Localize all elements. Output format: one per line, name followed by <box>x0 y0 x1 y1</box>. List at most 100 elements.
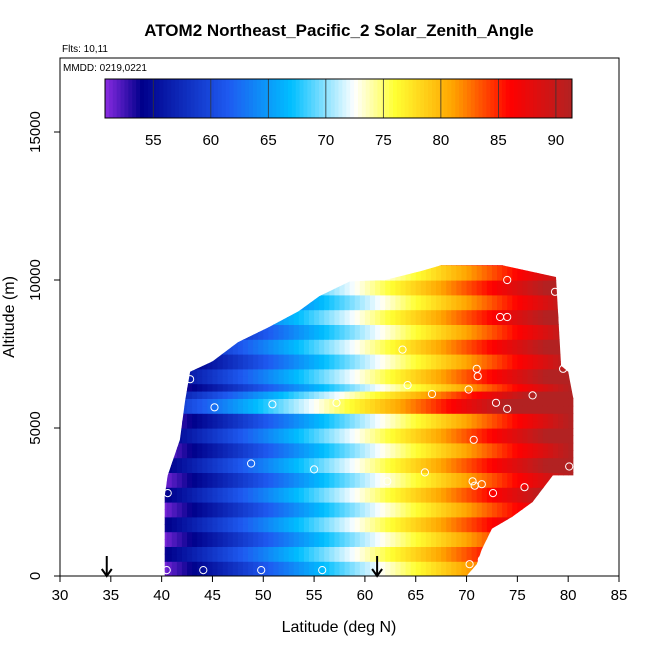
field-cell <box>164 309 168 318</box>
field-cell <box>436 309 442 318</box>
field-cell <box>278 265 285 266</box>
field-cell <box>446 339 452 348</box>
field-cell <box>420 405 427 414</box>
field-cell <box>415 339 422 348</box>
field-cell <box>405 302 412 311</box>
flight-point <box>528 391 537 400</box>
field-cell <box>253 383 259 392</box>
colorbar-segment <box>451 79 456 118</box>
field-cell <box>436 331 442 340</box>
field-cell <box>253 516 259 525</box>
field-cell <box>461 405 468 414</box>
colorbar-segment <box>198 79 203 118</box>
field-cell <box>339 479 346 488</box>
field-cell <box>420 509 427 518</box>
field-cell <box>192 280 198 288</box>
field-cell <box>298 324 305 333</box>
field-cell <box>425 479 432 488</box>
field-cell <box>563 391 569 399</box>
field-cell <box>563 309 569 318</box>
field-cell <box>491 376 498 385</box>
field-cell <box>237 302 244 311</box>
field-cell <box>222 294 229 303</box>
field-cell <box>517 391 524 399</box>
field-cell <box>451 361 457 370</box>
field-cell <box>171 516 178 525</box>
field-cell <box>491 479 498 488</box>
field-cell <box>344 502 351 510</box>
colorbar-segment <box>256 79 262 118</box>
field-cell <box>293 531 300 540</box>
field-cell <box>481 383 488 392</box>
x-tick-label: 70 <box>458 587 475 604</box>
field-cell <box>324 398 330 407</box>
field-cell <box>232 280 239 288</box>
field-cell <box>359 317 366 325</box>
field-cell <box>512 553 518 562</box>
field-cell <box>166 287 173 296</box>
field-cell <box>471 420 478 429</box>
field-cell <box>222 405 229 414</box>
field-cell <box>197 561 203 570</box>
field-cell <box>298 302 305 311</box>
field-cell <box>532 413 539 422</box>
flight-point <box>464 385 473 394</box>
field-cell <box>273 428 280 436</box>
colorbar-segment <box>533 79 538 118</box>
field-cell <box>298 413 305 422</box>
field-cell <box>420 309 427 318</box>
field-cell <box>263 294 269 303</box>
field-cell <box>207 553 214 562</box>
field-cell <box>527 502 534 510</box>
field-cell <box>303 435 310 444</box>
field-cell <box>329 405 336 414</box>
field-cell <box>339 472 346 481</box>
field-cell <box>441 450 447 459</box>
field-cell <box>553 250 559 258</box>
field-cell <box>375 487 381 496</box>
field-cell <box>385 368 391 377</box>
field-cell <box>253 346 259 355</box>
field-cell <box>507 383 513 392</box>
field-cell <box>222 428 229 436</box>
field-cell <box>532 376 539 385</box>
x-tick-label: 60 <box>357 587 374 604</box>
field-cell <box>288 272 295 281</box>
field-cell <box>486 546 493 555</box>
field-cell <box>207 280 214 288</box>
field-cell <box>527 450 534 459</box>
field-cell <box>181 383 188 392</box>
field-cell <box>166 472 173 481</box>
field-cell <box>481 280 488 288</box>
field-cell <box>268 428 275 436</box>
colorbar-segment <box>392 79 398 118</box>
field-cell <box>319 450 325 459</box>
field-cell <box>430 398 437 407</box>
field-cell <box>456 265 463 266</box>
field-cell <box>532 391 539 399</box>
field-cell <box>425 317 432 325</box>
field-cell <box>558 383 564 392</box>
field-cell <box>164 339 168 348</box>
field-cell <box>217 516 224 525</box>
field-cell <box>476 553 483 562</box>
field-cell <box>481 509 488 518</box>
field-cell <box>456 324 463 333</box>
field-cell <box>222 435 229 444</box>
field-cell <box>471 442 478 451</box>
field-cell <box>192 354 198 362</box>
field-cell <box>268 479 275 488</box>
field-cell <box>552 479 559 488</box>
field-cell <box>390 368 396 377</box>
field-cell <box>542 309 549 318</box>
field-cell <box>212 398 219 407</box>
field-cell <box>212 376 219 385</box>
field-cell <box>512 531 518 540</box>
field-cell <box>181 331 188 340</box>
field-cell <box>430 413 437 422</box>
field-cell <box>456 354 463 362</box>
field-cell <box>319 265 325 266</box>
field-cell <box>309 287 315 296</box>
field-cell <box>176 317 183 325</box>
field-cell <box>212 428 219 436</box>
